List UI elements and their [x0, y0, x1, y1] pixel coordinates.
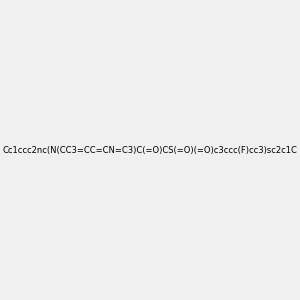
Text: Cc1ccc2nc(N(CC3=CC=CN=C3)C(=O)CS(=O)(=O)c3ccc(F)cc3)sc2c1C: Cc1ccc2nc(N(CC3=CC=CN=C3)C(=O)CS(=O)(=O)…	[3, 146, 297, 154]
